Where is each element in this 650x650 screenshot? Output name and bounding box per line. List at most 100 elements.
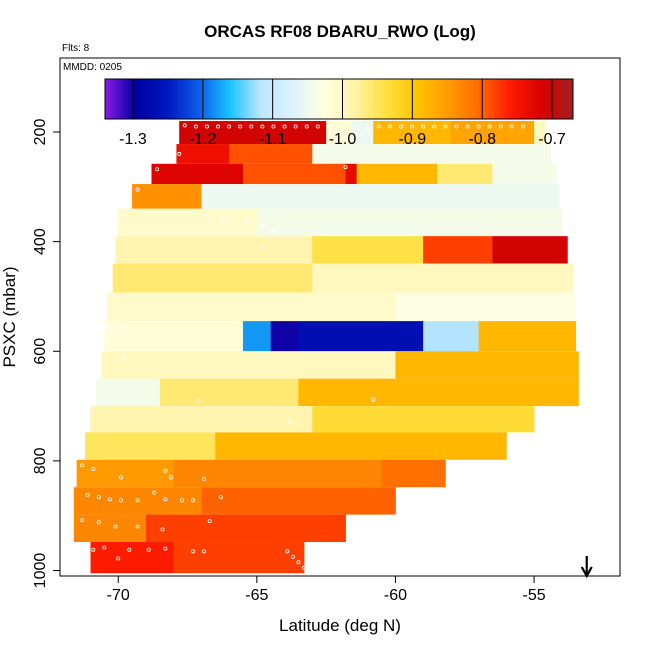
- sample-point: [285, 549, 290, 554]
- sample-point: [155, 167, 160, 172]
- heatmap-cell: [215, 432, 507, 460]
- heatmap-cell: [101, 351, 396, 379]
- sample-point: [238, 124, 243, 129]
- sample-point: [271, 124, 276, 129]
- colorbar-swatch: [277, 79, 281, 119]
- sample-point: [96, 520, 101, 525]
- colorbar-swatch: [163, 79, 167, 119]
- colorbar-swatch: [549, 79, 554, 119]
- colorbar-swatch: [216, 79, 220, 119]
- sample-point: [290, 554, 295, 559]
- colorbar-swatch: [268, 79, 273, 119]
- colorbar-swatch: [526, 79, 530, 119]
- colorbar-swatch: [157, 79, 162, 119]
- colorbar-swatch: [236, 79, 241, 119]
- colorbar-swatch: [499, 79, 504, 119]
- sample-point: [135, 187, 140, 192]
- colorbar-tick-label: -0.8: [468, 131, 496, 148]
- heatmap-cell: [242, 163, 346, 185]
- sample-point: [376, 124, 381, 129]
- colorbar-swatch: [540, 79, 545, 119]
- sample-point: [121, 355, 126, 360]
- colorbar-swatch: [213, 79, 217, 119]
- heatmap-cell: [173, 459, 382, 488]
- heatmap-cell: [73, 514, 147, 543]
- colorbar-swatch: [520, 79, 524, 119]
- colorbar-swatch: [453, 79, 457, 119]
- colorbar-swatch: [186, 79, 191, 119]
- sample-point: [91, 467, 96, 472]
- colorbar-swatch: [189, 79, 194, 119]
- heatmap-cell: [242, 321, 272, 352]
- sample-point: [85, 492, 90, 497]
- sample-point: [315, 124, 320, 129]
- sample-point: [135, 498, 140, 503]
- sample-point: [113, 325, 118, 330]
- colorbar-swatch: [175, 79, 179, 119]
- colorbar-swatch: [458, 79, 463, 119]
- heatmap-cell: [326, 121, 352, 145]
- sample-point: [288, 419, 293, 424]
- colorbar-swatch: [210, 79, 214, 119]
- heatmap-cell: [118, 208, 258, 237]
- colorbar-swatch: [318, 79, 322, 119]
- heatmap-cell: [312, 236, 424, 264]
- sample-point: [96, 495, 101, 500]
- sample-point: [293, 124, 298, 129]
- flights-note: Flts: 8: [62, 43, 90, 54]
- sample-point: [80, 518, 85, 523]
- sample-point: [113, 524, 118, 529]
- colorbar-swatch: [482, 79, 486, 119]
- colorbar-swatch: [289, 79, 293, 119]
- heatmap-cell: [373, 121, 452, 145]
- heatmap-cell: [492, 236, 568, 264]
- sample-point: [243, 219, 248, 224]
- sample-point: [94, 375, 99, 380]
- colorbar-swatch: [239, 79, 243, 119]
- colorbar-swatch: [257, 79, 261, 119]
- sample-point: [498, 124, 503, 129]
- colorbar-swatch: [508, 79, 513, 119]
- sample-point: [410, 124, 415, 129]
- colorbar-swatch: [350, 79, 355, 119]
- sample-point: [271, 228, 276, 233]
- colorbar-swatch: [476, 79, 480, 119]
- colorbar-swatch: [426, 79, 431, 119]
- colorbar-swatch: [286, 79, 290, 119]
- sample-point: [260, 224, 265, 229]
- colorbar-swatch: [230, 79, 235, 119]
- colorbar-swatch: [429, 79, 434, 119]
- sample-point: [91, 547, 96, 552]
- colorbar-swatch: [178, 79, 182, 119]
- colorbar-swatch: [271, 79, 276, 119]
- colorbar-swatch: [400, 79, 404, 119]
- colorbar-swatch: [397, 79, 401, 119]
- colorbar-swatch: [555, 79, 559, 119]
- heatmap-cell: [229, 144, 313, 164]
- sample-point: [182, 123, 187, 128]
- colorbar-swatch: [432, 79, 437, 119]
- colorbar-swatch: [333, 79, 337, 119]
- colorbar-swatch: [251, 79, 255, 119]
- colorbar-swatch: [505, 79, 510, 119]
- sample-point: [135, 524, 140, 529]
- colorbar: -1.3 -1.2 -1.1 -1.0 -0.9 -0.8 -0.7: [104, 78, 574, 148]
- colorbar-swatch: [496, 79, 501, 119]
- sample-point: [202, 549, 207, 554]
- colorbar-tick-label: -1.2: [189, 131, 217, 148]
- colorbar-swatch: [105, 79, 109, 119]
- heatmap-cell: [107, 292, 396, 322]
- colorbar-swatch: [353, 79, 358, 119]
- sample-point: [160, 527, 165, 532]
- colorbar-swatch: [341, 79, 346, 119]
- colorbar-swatch: [359, 79, 363, 119]
- sample-point: [102, 545, 107, 550]
- colorbar-swatch: [546, 79, 551, 119]
- heatmap-cell: [132, 184, 202, 209]
- colorbar-swatch: [233, 79, 238, 119]
- heatmap-cell: [84, 432, 216, 460]
- sample-point: [118, 475, 123, 480]
- colorbar-swatch: [494, 79, 498, 119]
- heatmap-cell: [159, 378, 299, 407]
- colorbar-swatch: [488, 79, 492, 119]
